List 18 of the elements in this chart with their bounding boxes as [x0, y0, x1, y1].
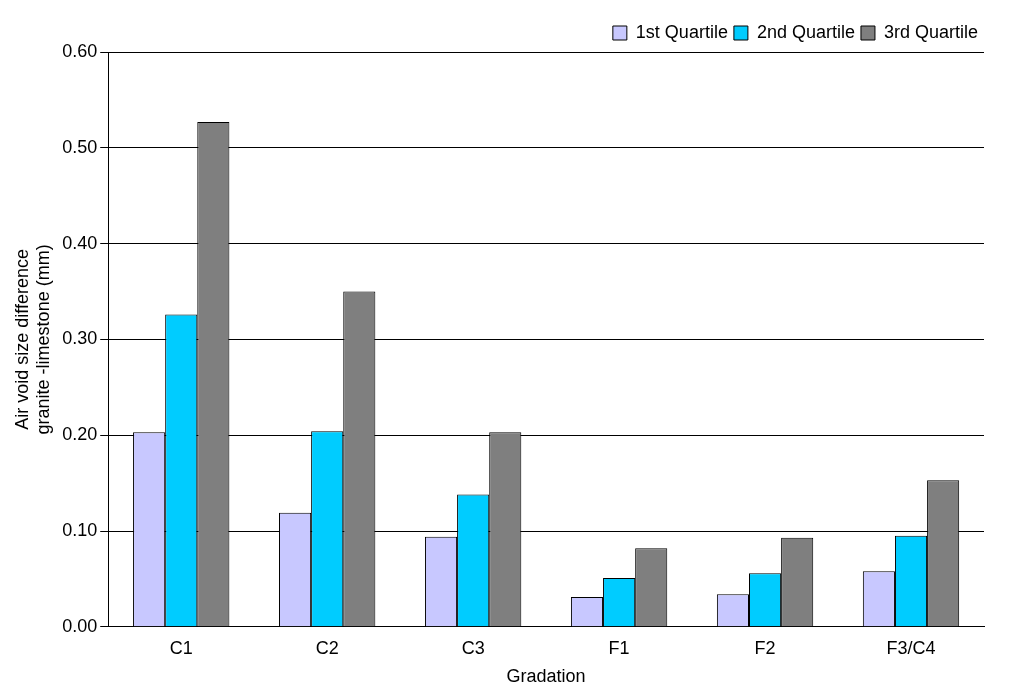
legend-label: 1st Quartile	[635, 21, 728, 42]
x-tick-label: F2	[754, 637, 776, 658]
y-tick-label: 0.10	[62, 519, 98, 540]
y-tick-label: 0.00	[62, 615, 98, 636]
x-tick-label: C1	[169, 637, 193, 658]
y-tick-label: 0.60	[62, 40, 98, 61]
y-tick-label: 0.40	[62, 232, 98, 253]
x-tick-label: C2	[315, 637, 339, 658]
y-tick-label: 0.30	[62, 328, 98, 349]
x-tick-label: F3/C4	[886, 637, 936, 658]
y-tick-label: 0.20	[62, 424, 98, 445]
y-axis-title: Air void size difference granite -limestone (mm)	[11, 244, 54, 435]
x-axis-title: Gradation	[506, 666, 586, 687]
y-tick-label: 0.50	[62, 136, 98, 157]
x-tick-label: F1	[608, 637, 630, 658]
legend-label: 2nd Quartile	[756, 21, 855, 42]
x-tick-label: C3	[461, 637, 485, 658]
legend-label: 3rd Quartile	[883, 21, 978, 42]
